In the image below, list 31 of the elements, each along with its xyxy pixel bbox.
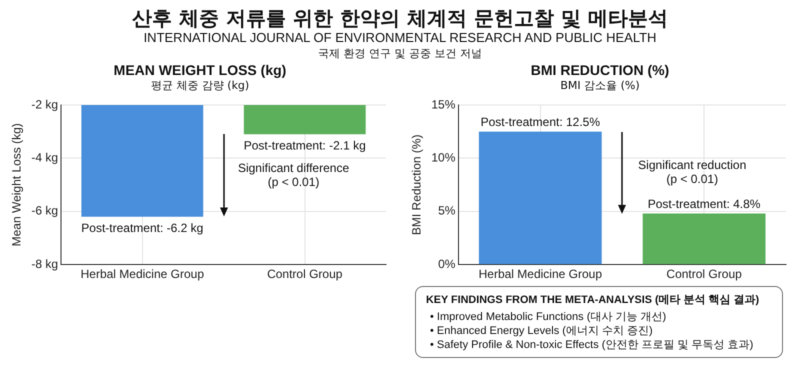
y-tick-label: 15% — [431, 97, 456, 112]
text: • Safety Profile & Non-toxic Effects (안전한 프로필 및 무독성 효과) — [430, 338, 754, 352]
text: INTERNATIONAL JOURNAL OF ENVIRONMENTAL RESEARCH AND PUBLIC HEALTH — [142, 30, 658, 46]
x-tick-label: Herbal Medicine Group — [478, 267, 602, 282]
y-tick-label: 10% — [431, 150, 456, 165]
annotation: Post-treatment: -2.1 kg — [244, 138, 366, 153]
annotation: Post-treatment: 12.5% — [480, 114, 600, 129]
y-tick-label: -6 kg — [31, 204, 58, 218]
y-tick-label: 5% — [438, 204, 456, 218]
y-axis-title: BMI Reduction (%) — [410, 134, 424, 236]
annotation: Significant difference (p < 0.01) — [238, 160, 350, 189]
x-tick-label: Herbal Medicine Group — [80, 267, 204, 282]
y-tick-label: 0% — [438, 256, 456, 271]
text: • Enhanced Energy Levels (에너지 수치 증진) — [430, 324, 654, 338]
text: • Improved Metabolic Functions (대사 기능 개선) — [430, 310, 668, 324]
text: 산후 체중 저류를 위한 한약의 체계적 문헌고찰 및 메타분석 — [131, 6, 669, 30]
x-tick-label: Control Group — [666, 267, 742, 282]
y-tick-label: -8 kg — [31, 256, 58, 271]
annotation: Post-treatment: -6.2 kg — [81, 221, 204, 236]
text: KEY FINDINGS FROM THE META-ANALYSIS (메타 분석 핵심 결과) — [426, 293, 760, 308]
y-tick-label: -2 kg — [31, 97, 58, 112]
chart-title: MEAN WEIGHT LOSS (kg) — [112, 62, 288, 79]
text: 국제 환경 연구 및 공중 보건 저널 — [317, 46, 483, 61]
chart-subtitle: BMI 감소율 (%) — [559, 79, 641, 93]
y-tick-label: -4 kg — [31, 150, 58, 165]
x-tick-label: Control Group — [267, 267, 343, 282]
chart-subtitle: 평균 체중 감량 (kg) — [150, 79, 250, 93]
annotation: Post-treatment: 4.8% — [648, 196, 761, 211]
chart-title: BMI REDUCTION (%) — [530, 62, 670, 79]
annotation: Significant reduction (p < 0.01) — [638, 158, 746, 186]
y-axis-title: Mean Weight Loss (kg) — [10, 123, 24, 246]
